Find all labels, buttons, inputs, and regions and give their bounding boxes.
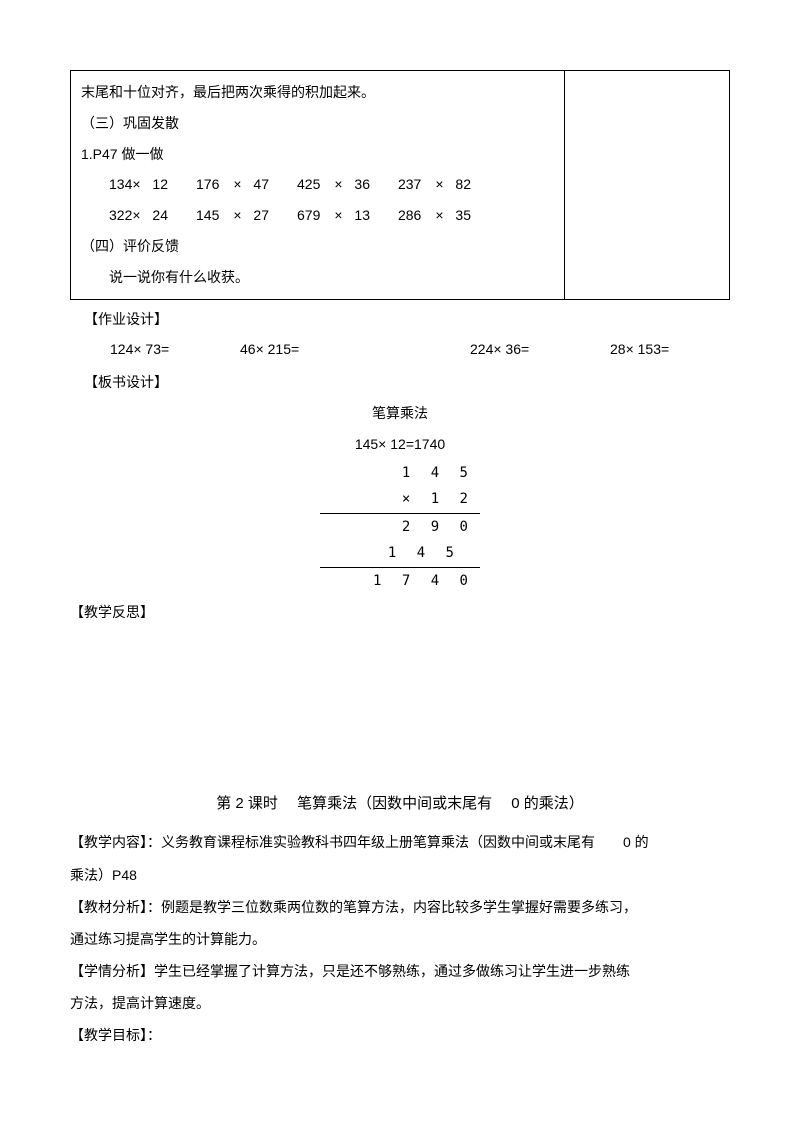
reflection-label: 【教学反思】 — [70, 597, 730, 628]
calc-row-4: 1 4 5 — [320, 540, 480, 568]
lesson2-title: 第 2 课时 笔算乘法（因数中间或末尾有 0 的乘法） — [70, 787, 730, 820]
calc-row-1: 1 4 5 — [320, 460, 480, 487]
board-equation: 145× 12=1740 — [70, 429, 730, 460]
practice-row-2: 322× 24 145 × 27 679 × 13 286 × 35 — [81, 200, 554, 231]
section4-title: （四）评价反馈 — [81, 231, 554, 262]
situation-text: 学生已经掌握了计算方法，只是还不够熟练，通过多做练习让学生进一步熟练 — [154, 963, 630, 979]
lesson2-content: 【教学内容】：义务教育课程标准实验教科书四年级上册笔算乘法（因数中间或末尾有 0… — [70, 826, 730, 858]
homework-section: 【作业设计】 124× 73= 46× 215= 224× 36= 28× 15… — [70, 304, 730, 366]
hw-eq-3: 224× 36= — [470, 334, 610, 365]
board-label: 【板书设计】 — [70, 367, 730, 398]
material-text-2: 通过练习提高学生的计算能力。 — [70, 923, 730, 955]
content-text-2: 乘法）P48 — [70, 859, 730, 891]
content-text: 义务教育课程标准实验教科书四年级上册笔算乘法（因数中间或末尾有 0 的 — [161, 834, 649, 850]
table-right-cell — [565, 71, 730, 300]
content-table: 末尾和十位对齐，最后把两次乘得的积加起来。 （三）巩固发散 1.P47 做一做 … — [70, 70, 730, 300]
homework-equations: 124× 73= 46× 215= 224× 36= 28× 153= — [70, 334, 730, 365]
material-text: ：例题是教学三位数乘两位数的笔算方法，内容比较多学生掌握好需要多练习， — [147, 899, 637, 915]
lesson2-section: 第 2 课时 笔算乘法（因数中间或末尾有 0 的乘法） 【教学内容】：义务教育课… — [70, 787, 730, 1051]
calc-row-2: × 1 2 — [320, 486, 480, 514]
situation-label: 【学情分析】 — [70, 963, 154, 979]
practice-row-1: 134× 12 176 × 47 425 × 36 237 × 82 — [81, 169, 554, 200]
content-label: 【教学内容】： — [70, 834, 161, 850]
lesson2-material: 【教材分析】：例题是教学三位数乘两位数的笔算方法，内容比较多学生掌握好需要多练习… — [70, 891, 730, 923]
board-section: 【板书设计】 笔算乘法 145× 12=1740 1 4 5 × 1 2 2 9… — [70, 367, 730, 594]
hw-eq-2: 46× 215= — [240, 334, 470, 365]
lesson2-situation: 【学情分析】学生已经掌握了计算方法，只是还不够熟练，通过多做练习让学生进一步熟练 — [70, 955, 730, 987]
board-title: 笔算乘法 — [70, 398, 730, 429]
table-line-1: 末尾和十位对齐，最后把两次乘得的积加起来。 — [81, 77, 554, 108]
hw-eq-1: 124× 73= — [110, 334, 240, 365]
calc-row-5: 1 7 4 0 — [320, 568, 480, 595]
spacer — [70, 627, 730, 777]
situation-text-2: 方法，提高计算速度。 — [70, 987, 730, 1019]
section3-title: （三）巩固发散 — [81, 108, 554, 139]
calculation-block: 1 4 5 × 1 2 2 9 0 1 4 5 1 7 4 0 — [320, 460, 480, 595]
section4-content: 说一说你有什么收获。 — [81, 262, 554, 293]
material-label: 【教材分析】 — [70, 899, 147, 915]
homework-label: 【作业设计】 — [70, 304, 730, 335]
hw-eq-4: 28× 153= — [610, 334, 669, 365]
goal-label: 【教学目标】： — [70, 1019, 730, 1051]
calc-row-3: 2 9 0 — [320, 514, 480, 541]
table-left-cell: 末尾和十位对齐，最后把两次乘得的积加起来。 （三）巩固发散 1.P47 做一做 … — [71, 71, 565, 300]
practice-label: 1.P47 做一做 — [81, 139, 554, 170]
reflection-section: 【教学反思】 — [70, 597, 730, 628]
